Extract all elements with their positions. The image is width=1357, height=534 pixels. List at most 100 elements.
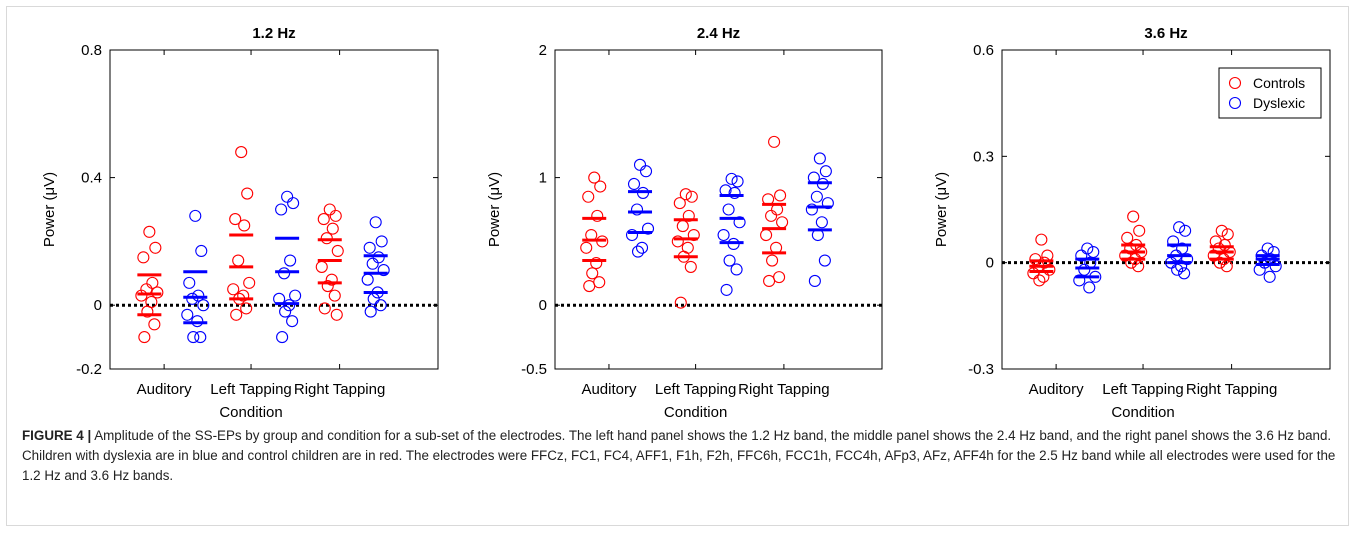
figure-caption: FIGURE 4 | Amplitude of the SS-EPs by gr… xyxy=(22,426,1338,486)
data-point xyxy=(733,216,746,229)
data-point xyxy=(364,305,377,318)
data-point xyxy=(819,165,832,178)
data-point xyxy=(243,276,256,289)
data-point xyxy=(583,280,596,293)
data-point xyxy=(289,289,302,302)
data-point xyxy=(329,209,342,222)
data-point xyxy=(283,299,296,312)
data-point xyxy=(1073,274,1086,287)
data-point xyxy=(679,188,692,201)
data-point xyxy=(722,203,735,216)
data-point xyxy=(723,254,736,267)
data-point xyxy=(367,292,380,305)
legend-marker xyxy=(1228,96,1242,110)
data-point xyxy=(591,209,604,222)
y-axis-label: Power (μV) xyxy=(933,172,950,247)
legend: Controls Dyslexic xyxy=(1218,67,1322,119)
data-point xyxy=(641,222,655,235)
data-point xyxy=(1083,281,1096,294)
data-point xyxy=(194,331,207,344)
data-point xyxy=(760,228,773,242)
data-point xyxy=(1173,221,1186,234)
data-point xyxy=(191,315,204,328)
data-point xyxy=(633,158,647,171)
x-tick-label: Left Tapping xyxy=(1102,381,1183,398)
y-tick-label: 0 xyxy=(539,297,547,314)
data-point xyxy=(813,152,826,165)
data-point xyxy=(776,216,789,229)
data-point xyxy=(149,241,162,254)
data-point xyxy=(593,276,606,289)
data-point xyxy=(229,213,242,226)
data-point xyxy=(366,257,379,270)
caption-text: Amplitude of the SS-EPs by group and con… xyxy=(22,428,1336,483)
data-point xyxy=(815,216,828,229)
data-point xyxy=(1171,263,1184,276)
y-tick-label: -0.5 xyxy=(521,361,547,378)
plot-frame xyxy=(1001,49,1331,370)
y-tick-label: 0.3 xyxy=(973,148,994,165)
y-tick-label: -0.3 xyxy=(968,361,994,378)
data-point xyxy=(1215,224,1228,237)
y-tick-label: -0.2 xyxy=(76,361,102,378)
data-point xyxy=(1081,242,1094,255)
panel-3.6-hz: 3.6 Hz -0.3 0 0.3 0.6 Power (μV) Auditory Left … xyxy=(933,25,1331,421)
legend-box xyxy=(1218,67,1322,119)
panel-2.4-hz: 2.4 Hz -0.5 0 1 2 Power (μV) Auditory Left Tapp… xyxy=(486,25,883,421)
legend-label: Dyslexic xyxy=(1253,95,1305,111)
data-point xyxy=(318,302,331,315)
data-point xyxy=(241,187,254,200)
data-point xyxy=(1220,260,1233,273)
data-point xyxy=(328,289,341,302)
x-tick-label: Left Tapping xyxy=(655,381,736,398)
data-point xyxy=(227,283,240,296)
y-axis-label: Power (μV) xyxy=(41,172,58,247)
data-point xyxy=(374,299,387,312)
data-point xyxy=(720,283,733,296)
x-axis-label: Condition xyxy=(219,404,282,421)
data-point xyxy=(317,213,330,226)
data-point xyxy=(187,331,200,344)
panel-1.2-hz: 1.2 Hz -0.2 0 0.4 0.8 Power (μV) Auditory Left … xyxy=(41,25,439,421)
data-point xyxy=(582,190,595,203)
data-point xyxy=(717,228,730,242)
data-point xyxy=(676,220,689,233)
x-axis-label: Condition xyxy=(664,404,727,421)
data-point xyxy=(325,273,338,286)
plot-frame xyxy=(109,49,439,370)
data-point xyxy=(1132,260,1145,273)
data-point xyxy=(673,197,686,210)
data-point xyxy=(768,135,781,148)
data-point xyxy=(1121,231,1134,244)
data-point xyxy=(181,308,194,321)
data-point xyxy=(586,267,599,280)
data-point xyxy=(1269,260,1282,273)
data-point xyxy=(1133,224,1146,237)
data-point xyxy=(369,216,382,229)
data-point xyxy=(1178,267,1191,280)
data-point xyxy=(237,289,250,302)
legend-label: Controls xyxy=(1253,75,1305,91)
data-point xyxy=(630,203,644,216)
data-point xyxy=(287,197,300,210)
data-point xyxy=(765,209,778,222)
data-point xyxy=(189,209,202,222)
x-tick-label: Right Tapping xyxy=(738,381,829,398)
data-point xyxy=(363,241,376,254)
x-tick-label: Left Tapping xyxy=(210,381,291,398)
data-point xyxy=(232,254,245,267)
data-point xyxy=(192,289,205,302)
data-point xyxy=(1181,253,1194,266)
legend-marker xyxy=(1228,76,1242,90)
data-point xyxy=(1035,233,1048,246)
data-point xyxy=(377,264,390,277)
panel-title: 3.6 Hz xyxy=(1144,25,1187,42)
data-point xyxy=(725,172,738,185)
y-tick-label: 2 xyxy=(539,42,547,59)
data-point xyxy=(1127,210,1140,223)
data-point xyxy=(197,299,210,312)
data-point xyxy=(805,203,818,216)
x-tick-label: Auditory xyxy=(1029,381,1085,398)
data-point xyxy=(1175,260,1188,273)
data-point xyxy=(821,197,834,210)
